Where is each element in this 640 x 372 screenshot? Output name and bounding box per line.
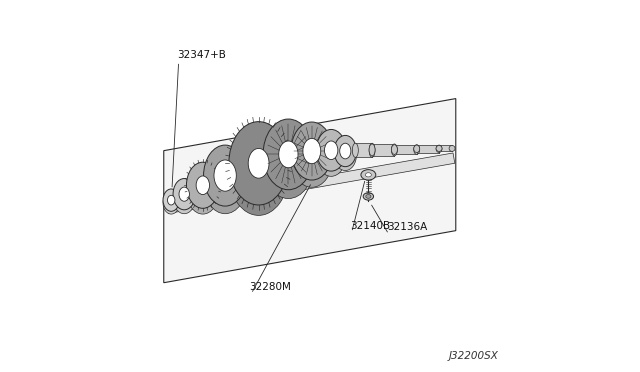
- FancyBboxPatch shape: [394, 145, 417, 154]
- Ellipse shape: [365, 195, 371, 198]
- Ellipse shape: [186, 168, 219, 214]
- Ellipse shape: [229, 122, 289, 205]
- Ellipse shape: [363, 193, 374, 200]
- Ellipse shape: [186, 162, 219, 208]
- Ellipse shape: [229, 132, 289, 215]
- Ellipse shape: [413, 145, 420, 153]
- Ellipse shape: [316, 129, 346, 171]
- Ellipse shape: [214, 160, 236, 191]
- Ellipse shape: [334, 139, 356, 170]
- Ellipse shape: [340, 143, 351, 159]
- Ellipse shape: [196, 176, 209, 195]
- Ellipse shape: [263, 119, 314, 190]
- Ellipse shape: [163, 192, 179, 214]
- Ellipse shape: [436, 145, 442, 153]
- Text: 32136A: 32136A: [387, 222, 428, 232]
- Ellipse shape: [334, 135, 356, 167]
- Ellipse shape: [168, 195, 175, 205]
- Ellipse shape: [361, 170, 376, 180]
- Ellipse shape: [204, 153, 246, 214]
- Ellipse shape: [369, 144, 375, 156]
- Ellipse shape: [291, 129, 333, 187]
- Ellipse shape: [291, 122, 333, 180]
- FancyBboxPatch shape: [372, 144, 394, 156]
- Ellipse shape: [392, 144, 397, 156]
- Text: J32200SX: J32200SX: [449, 351, 499, 361]
- Ellipse shape: [179, 187, 189, 201]
- Polygon shape: [164, 99, 456, 283]
- Ellipse shape: [173, 179, 195, 210]
- Ellipse shape: [248, 148, 269, 178]
- FancyBboxPatch shape: [439, 145, 452, 151]
- Text: 32280M: 32280M: [250, 282, 291, 292]
- Ellipse shape: [413, 145, 420, 154]
- Ellipse shape: [365, 173, 371, 177]
- Ellipse shape: [316, 135, 346, 176]
- Ellipse shape: [263, 128, 314, 199]
- Text: 32140B: 32140B: [349, 221, 390, 231]
- Ellipse shape: [303, 138, 321, 164]
- Ellipse shape: [204, 145, 246, 206]
- Ellipse shape: [436, 145, 442, 151]
- Ellipse shape: [278, 141, 298, 168]
- FancyBboxPatch shape: [355, 143, 372, 157]
- Text: 32347+B: 32347+B: [177, 49, 226, 60]
- Ellipse shape: [392, 145, 397, 154]
- Ellipse shape: [173, 182, 195, 214]
- Polygon shape: [166, 153, 455, 214]
- Ellipse shape: [163, 189, 179, 211]
- Ellipse shape: [324, 141, 338, 160]
- Ellipse shape: [449, 145, 455, 151]
- Ellipse shape: [353, 143, 358, 157]
- Ellipse shape: [369, 143, 375, 157]
- FancyBboxPatch shape: [417, 145, 439, 153]
